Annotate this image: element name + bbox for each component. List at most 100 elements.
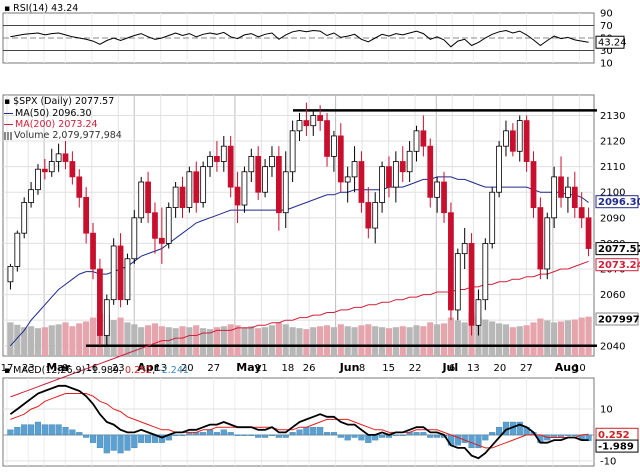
macd-hist-bar (110, 434, 117, 451)
volume-bar (330, 327, 338, 356)
volume-bar (110, 320, 117, 356)
ma200-value: 2073.24 (58, 119, 98, 130)
last-close: 2077.57 (74, 96, 115, 107)
macd-hist-bar (227, 432, 234, 436)
rsi-tag: 43.24 (598, 38, 627, 49)
volume-bar (323, 325, 331, 356)
candle-body (62, 153, 69, 162)
ma200-tag: 2073.24 (598, 260, 640, 271)
volume-bar (571, 319, 578, 356)
ma50-tag-box (595, 195, 639, 209)
macd-tick--10: -10 (600, 456, 616, 467)
volume-tag-box (595, 312, 639, 326)
macd-hist-bar (317, 427, 324, 436)
candle-body (558, 176, 564, 198)
candle-body (386, 166, 392, 188)
last-close-tag-box (595, 242, 639, 256)
macd-hist-bar (427, 434, 434, 438)
macd-hist-bar (475, 434, 482, 449)
macd-hist-bar (248, 434, 255, 436)
date-label-24: 10 (573, 363, 586, 374)
candle-body (172, 186, 179, 208)
price-tick-2120: 2120 (600, 137, 625, 148)
price-tick-2100: 2100 (600, 188, 625, 199)
price-tick-2090: 2090 (600, 213, 625, 224)
macd-hist-bar (358, 434, 365, 441)
candle-body (207, 156, 213, 168)
candle-body (200, 166, 207, 203)
volume-bar (434, 324, 441, 356)
price-tick-2130: 2130 (600, 111, 625, 122)
candle-body (331, 135, 337, 157)
macd-hist-bar (303, 427, 310, 436)
candle-body (275, 156, 282, 214)
candle-body (516, 120, 523, 152)
candle-body (530, 161, 537, 208)
macd-hist-bar (76, 432, 83, 436)
macd-hist-bar (282, 434, 289, 438)
candle-body (413, 130, 420, 152)
candle-body (372, 202, 379, 229)
rsi-value: 43.24 (51, 3, 79, 14)
volume-bar (7, 322, 14, 356)
candle-body (337, 135, 344, 183)
candle-body (110, 245, 117, 301)
volume-bar (516, 326, 523, 356)
date-label-8: 20 (181, 363, 194, 374)
volume-bar (275, 322, 282, 356)
macd-hist-bar (206, 429, 214, 436)
volume-bar (509, 327, 516, 356)
volume-bar (48, 325, 55, 356)
volume-bar (385, 328, 393, 356)
volume-bar (372, 326, 379, 356)
volume-bar (303, 329, 310, 356)
candle-body (509, 130, 516, 152)
ma200-tag-box (595, 258, 639, 272)
macd-hist-bar (220, 429, 227, 436)
volume-bar (144, 325, 152, 356)
volume-bar (495, 323, 503, 356)
candle-body (565, 186, 571, 198)
volume-bar (351, 327, 358, 356)
candle-body (503, 130, 509, 147)
macd-hist-bar (489, 432, 496, 436)
candle-body (399, 161, 406, 173)
rsi-tag-box (595, 35, 625, 49)
macd-hist-bar (344, 434, 351, 441)
candle-body (379, 166, 385, 203)
candle-body (523, 120, 530, 162)
macd-hist-bar (434, 434, 441, 438)
candle-body (124, 258, 131, 301)
date-label-23: Aug (555, 361, 579, 374)
macd-hist-bar (454, 434, 461, 446)
macd-hist-bar (296, 429, 303, 436)
volume-bar (213, 327, 221, 356)
macd-hist-bar (516, 421, 523, 436)
volume-bar (578, 317, 585, 356)
price-header: ▪ $SPX (Daily) 2077.57 (4, 96, 122, 108)
volume-bar (310, 327, 317, 356)
volume-bar (530, 322, 537, 356)
date-label-3: 9 (62, 363, 68, 374)
volume-bar (564, 320, 572, 356)
volume-bar (138, 327, 145, 356)
macd-signal-line (10, 393, 589, 449)
volume-bar (296, 328, 303, 356)
macd-hist-bar (268, 434, 276, 436)
candle-body (551, 176, 558, 219)
candle-body (434, 181, 441, 198)
candle-body (255, 156, 262, 193)
volume-bar (131, 324, 138, 356)
price-tick-2040: 2040 (600, 341, 625, 352)
candle-body (193, 171, 200, 203)
date-label-9: 27 (207, 363, 220, 374)
volume-bar (151, 323, 159, 356)
volume-bar (234, 325, 241, 356)
volume-bar (220, 326, 227, 356)
volume-bar (537, 318, 544, 356)
macd-hist-bar (234, 434, 241, 436)
date-label-20: 13 (467, 363, 480, 374)
candle-body (482, 243, 489, 301)
rsi-legend: ▪ RSI(14) 43.24 (4, 3, 78, 15)
macd-hist-bar (399, 434, 406, 436)
